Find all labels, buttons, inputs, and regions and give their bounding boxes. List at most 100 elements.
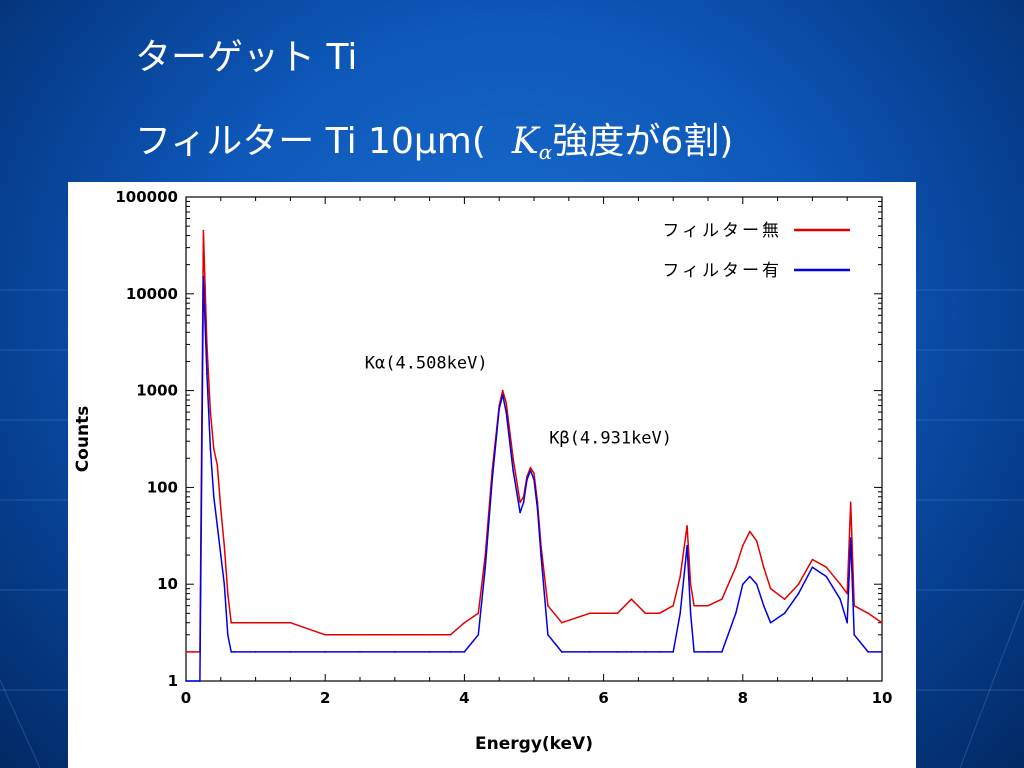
data-point: [707, 604, 709, 607]
alpha-subscript: α: [538, 140, 553, 164]
k-symbol: K: [511, 121, 539, 162]
data-point: [230, 651, 232, 653]
data-point: [797, 583, 800, 585]
x-axis-title: Energy(keV): [475, 734, 593, 754]
x-axis-ticks: 0 2 4 6 8 10: [181, 197, 893, 707]
data-point: [463, 651, 466, 653]
data-point: [867, 612, 869, 615]
data-point: [797, 592, 800, 595]
data-point: [519, 511, 521, 514]
slide-title-line1: ターゲット Ti: [135, 28, 357, 80]
data-point: [324, 634, 327, 636]
data-point: [867, 651, 869, 653]
k-alpha-symbol: Kα: [511, 121, 553, 164]
data-point: [540, 554, 542, 556]
data-point: [501, 389, 504, 392]
data-point: [220, 508, 222, 510]
data-point: [185, 651, 187, 653]
data-point: [505, 411, 508, 413]
data-point: [192, 651, 194, 653]
data-point: [547, 634, 549, 636]
data-point: [202, 276, 205, 278]
data-point: [254, 651, 257, 653]
data-point: [825, 575, 828, 578]
data-point: [223, 544, 226, 547]
legend-label: フィルター有: [662, 261, 782, 281]
data-point: [644, 612, 647, 615]
data-point: [658, 651, 661, 653]
data-point: [616, 651, 619, 653]
data-point: [686, 544, 688, 547]
data-point: [839, 598, 841, 600]
data-point: [762, 566, 765, 568]
data-point: [672, 604, 674, 607]
data-point: [449, 651, 452, 653]
data-point: [289, 651, 292, 653]
series-line: [186, 229, 883, 653]
data-point: [672, 651, 674, 653]
x-tick-label: 0: [181, 689, 191, 707]
data-point: [616, 612, 619, 615]
y-axis-ticks: 1 10 100 1000 10000 100000: [115, 188, 882, 690]
data-point: [501, 394, 504, 396]
data-point: [630, 598, 633, 600]
data-point: [721, 598, 723, 600]
data-point: [533, 478, 535, 481]
slide-title-line2: フィルター Ti 10μm(Kα強度が6割): [135, 112, 733, 164]
x-tick-label: 6: [598, 689, 608, 707]
data-point: [254, 621, 257, 624]
data-point: [658, 612, 661, 615]
data-point: [853, 634, 855, 636]
data-point: [742, 583, 744, 585]
data-point: [825, 566, 828, 568]
data-point: [735, 566, 737, 568]
data-point: [522, 501, 525, 504]
data-point: [428, 634, 431, 636]
x-tick-label: 10: [872, 689, 893, 707]
data-point: [512, 457, 514, 460]
data-point: [536, 508, 539, 510]
data-point: [428, 651, 431, 653]
data-point: [324, 651, 327, 653]
data-point: [755, 540, 758, 542]
y-tick-label: 100: [147, 478, 178, 496]
data-point: [742, 544, 744, 547]
data-point: [359, 651, 361, 653]
data-point: [644, 651, 647, 653]
data-point: [769, 587, 772, 590]
data-point: [811, 558, 814, 561]
data-point: [561, 651, 563, 653]
data-point: [505, 401, 508, 404]
x-tick-label: 2: [320, 689, 330, 707]
data-point: [749, 575, 751, 578]
data-point: [783, 612, 786, 615]
data-point: [185, 680, 187, 682]
slide-title-line2-prefix: フィルター Ti 10μm(: [135, 121, 486, 162]
data-point: [707, 651, 709, 653]
peak-annotation: Kβ(4.931keV): [549, 429, 672, 449]
series-line: [186, 276, 882, 682]
data-point: [769, 621, 772, 624]
data-point: [491, 478, 494, 481]
data-point: [230, 621, 232, 624]
data-point: [233, 621, 236, 624]
slide-title-line1-text: ターゲット Ti: [135, 37, 358, 78]
data-point: [512, 469, 514, 472]
spectrum-chart-panel: 0 2 4 6 8 10 1 10 100 1000 10000 100000 Kα(4.508ke…: [68, 182, 916, 768]
data-point: [484, 566, 487, 568]
data-point: [755, 583, 758, 585]
data-point: [693, 604, 695, 607]
data-point: [693, 651, 695, 653]
data-point: [213, 496, 215, 498]
peak-annotation: Kα(4.508keV): [365, 354, 488, 374]
spectrum-chart: 0 2 4 6 8 10 1 10 100 1000 10000 100000 Kα(4.508ke…: [73, 188, 893, 754]
y-tick-label: 1000: [136, 382, 178, 400]
data-point: [223, 583, 226, 585]
data-point: [206, 372, 208, 375]
data-point: [679, 612, 681, 615]
data-point: [213, 448, 215, 450]
legend-label: フィルター無: [662, 221, 782, 241]
data-point: [227, 592, 229, 595]
data-point: [394, 634, 396, 636]
